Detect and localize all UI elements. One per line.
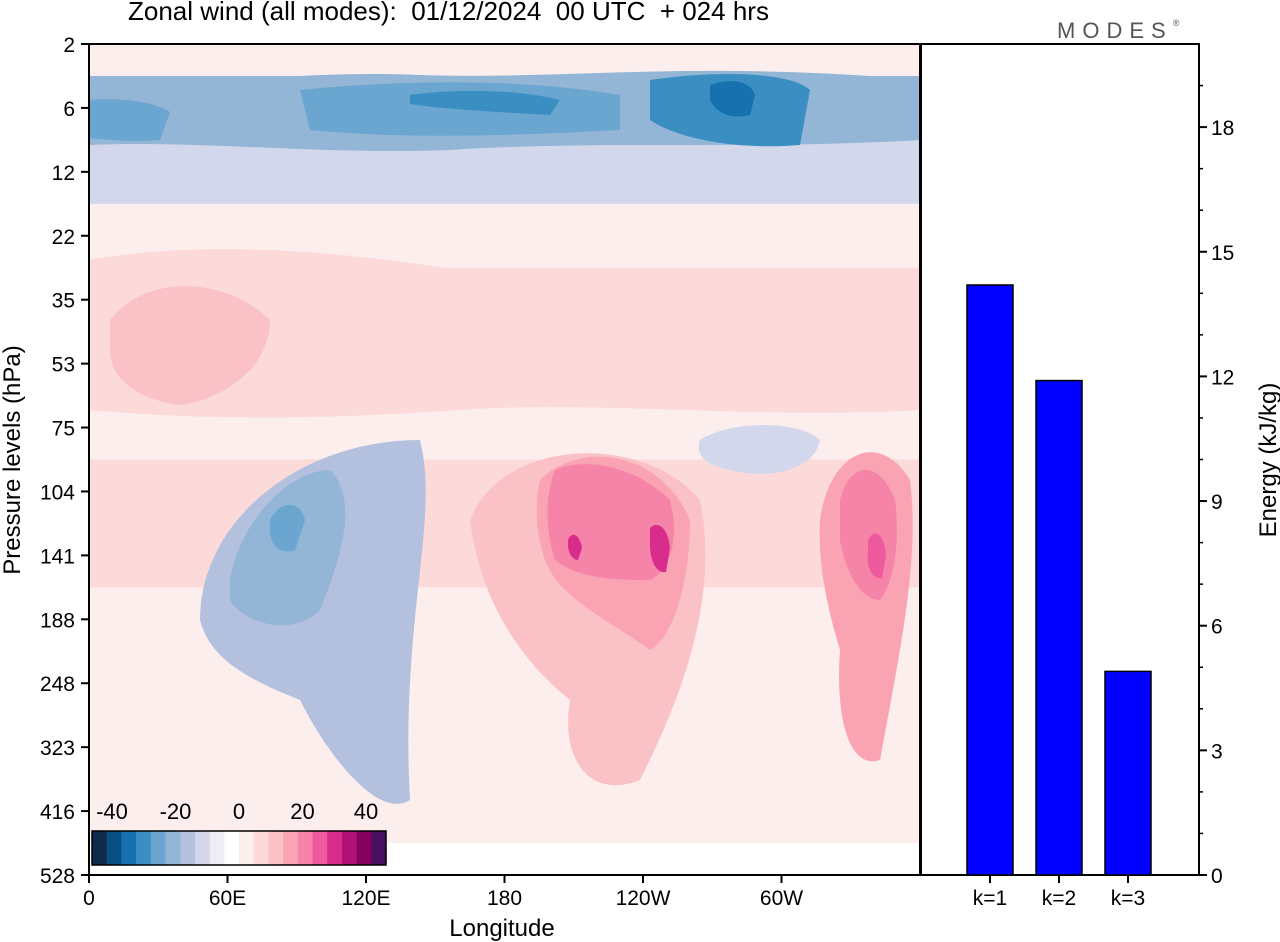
westerly-west-edge — [89, 490, 180, 580]
x-axis-label: Longitude — [449, 915, 554, 942]
y-tick-label: 12 — [52, 162, 75, 185]
y-tick-label: 416 — [40, 801, 75, 824]
colorbar-swatch — [371, 831, 387, 865]
band-248 — [89, 651, 920, 717]
y-tick-label: 35 — [52, 290, 75, 313]
y-tick-label: 6 — [63, 98, 75, 121]
colorbar-swatch — [194, 831, 211, 865]
westerly-trop-jet-1-peak-b — [650, 524, 670, 573]
easterly-core-4 — [410, 90, 560, 115]
colorbar-label: -40 — [96, 799, 128, 824]
westerly-strat-band — [89, 249, 920, 418]
westerly-trop-jet-2-max — [867, 533, 886, 579]
x-tick-label: 60E — [209, 887, 246, 910]
colorbar-swatch — [224, 831, 240, 865]
colorbar-swatch — [180, 831, 196, 865]
colorbar-label: 0 — [233, 799, 245, 824]
colorbar-swatch — [341, 831, 358, 865]
band-12 — [89, 139, 920, 205]
energy-bars: k=1 k=2 k=3 — [966, 284, 1152, 910]
westerly-trop-jet-1-peak-a — [568, 534, 582, 560]
energy-bar-2 — [1035, 379, 1083, 876]
band-2 — [89, 44, 920, 77]
zonal-wind-heatmap: 2 6 12 22 35 53 75 104 141 188 248 323 416 528 0 60E 12… — [0, 34, 921, 942]
colorbar-swatch — [165, 831, 181, 865]
easterly-west — [89, 99, 170, 141]
energy-bar-3 — [1104, 670, 1152, 876]
energy-axis-label: Energy (kJ/kg) — [1255, 383, 1280, 538]
y-tick-label: 22 — [52, 226, 75, 249]
colorbar-swatch — [312, 831, 328, 865]
x-tick-label: 120W — [616, 887, 671, 910]
band-323 — [89, 715, 920, 781]
colorbar-swatch — [92, 831, 108, 865]
colorbar-swatch — [106, 831, 122, 865]
colorbar-swatch — [253, 831, 269, 865]
y-tick-label: 528 — [40, 865, 75, 888]
colorbar-frame — [91, 830, 387, 866]
colorbar-legend: -40 -20 0 20 40 — [91, 799, 387, 866]
colorbar-swatch — [136, 831, 152, 865]
x-tick-label: 60W — [760, 887, 803, 910]
energy-tick-label: 15 — [1211, 242, 1234, 265]
energy-tick-label: 0 — [1211, 865, 1223, 888]
colorbar-label: 20 — [290, 799, 314, 824]
y-tick-label: 188 — [40, 609, 75, 632]
colorbar-swatch — [327, 831, 343, 865]
y-tick-label: 104 — [40, 481, 75, 504]
colorbar-swatch — [297, 831, 313, 865]
pressure-axis: 2 6 12 22 35 53 75 104 141 188 248 323 416 528 — [40, 34, 89, 888]
easterly-lower-max — [270, 505, 305, 552]
colorbar-swatch — [150, 831, 166, 865]
bar-category-label: k=3 — [1111, 887, 1145, 910]
energy-tick-label: 12 — [1211, 366, 1234, 389]
longitude-axis: 0 60E 120E 180 120W 60W — [83, 875, 803, 910]
y-tick-label: 75 — [52, 418, 75, 441]
colorbar-label: -20 — [160, 799, 192, 824]
colorbar-swatch — [268, 831, 284, 865]
energy-bar-chart: k=1 k=2 k=3 0 3 6 9 12 15 18 Energy (kJ/kg) — [920, 43, 1280, 910]
y-tick-label: 323 — [40, 737, 75, 760]
energy-axis: 0 3 6 9 12 15 18 — [1199, 84, 1234, 888]
y-tick-label: 141 — [40, 545, 75, 568]
colorbar-swatch — [121, 831, 137, 865]
colorbar-swatch — [356, 831, 372, 865]
colorbar-label: 40 — [354, 799, 378, 824]
y-tick-label: 248 — [40, 673, 75, 696]
y-tick-label: 2 — [63, 34, 75, 57]
energy-bar-1 — [966, 284, 1014, 876]
logo-text: MODES — [1057, 18, 1173, 43]
energy-tick-label: 9 — [1211, 491, 1223, 514]
x-tick-label: 120E — [341, 887, 390, 910]
colorbar-swatch — [239, 831, 255, 865]
y-tick-label: 53 — [52, 354, 75, 377]
easterly-mid-weak — [698, 425, 820, 474]
colorbar-swatch — [209, 831, 225, 865]
x-tick-label: 180 — [487, 887, 522, 910]
wind-contour-blobs — [89, 70, 920, 804]
energy-tick-label: 6 — [1211, 616, 1223, 639]
bar-category-label: k=1 — [973, 887, 1007, 910]
logo-mark: ® — [1172, 18, 1180, 28]
energy-tick-label: 3 — [1211, 740, 1223, 763]
chart-title: Zonal wind (all modes): 01/12/2024 00 UT… — [128, 0, 769, 26]
x-tick-label: 0 — [83, 887, 95, 910]
bar-category-label: k=2 — [1042, 887, 1076, 910]
westerly-strat-core — [110, 286, 270, 405]
y-axis-label: Pressure levels (hPa) — [0, 345, 26, 574]
modes-logo: MODES® — [1057, 18, 1179, 44]
easterly-core-3 — [710, 81, 755, 117]
energy-tick-label: 18 — [1211, 117, 1234, 140]
colorbar-swatch — [283, 831, 299, 865]
